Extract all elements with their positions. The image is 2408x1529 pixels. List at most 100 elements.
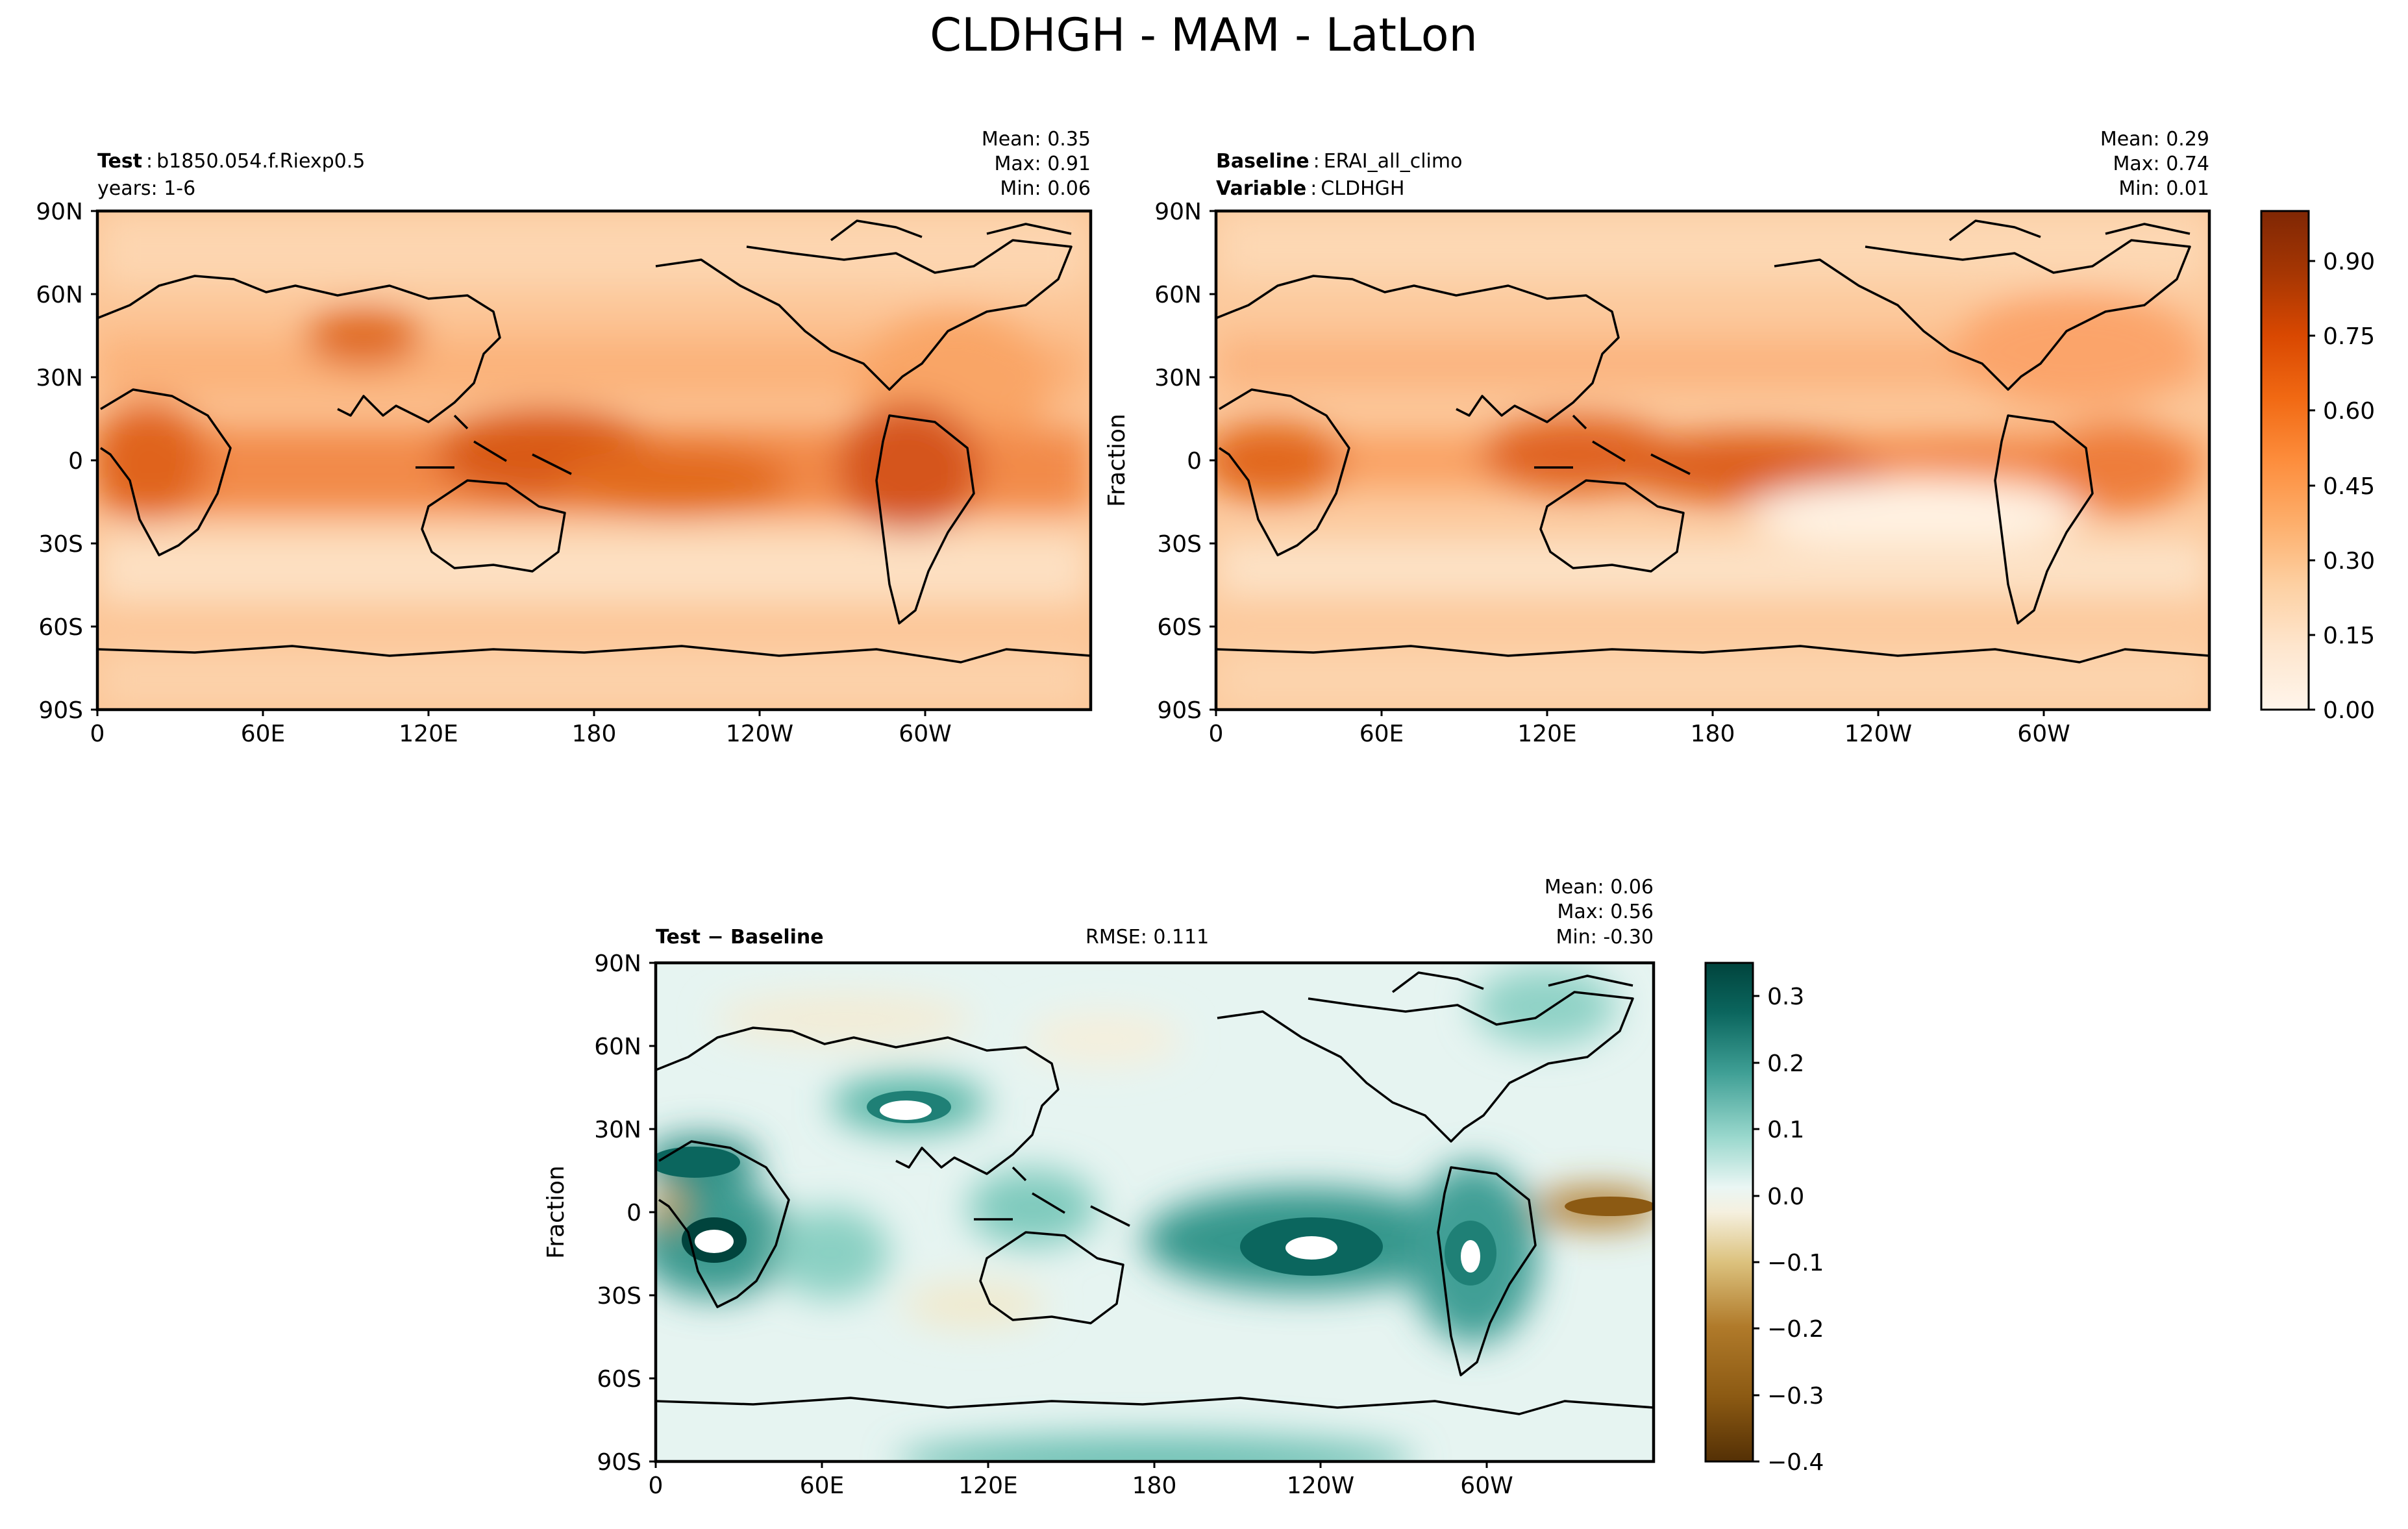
baseline-max: Max: 0.74 [2113,153,2209,175]
colorbar-div-tick: 0.1 [1767,1117,1804,1143]
test-mean: Mean: 0.35 [982,128,1091,151]
diff-ytick: 90N [594,951,641,977]
baseline-mean: Mean: 0.29 [2100,128,2209,151]
baseline-label-bold: Baseline [1216,150,1310,173]
test-x-ticks: 0 60E 120E 180 120W 60W [90,710,952,747]
baseline-label-value: ERAI_all_climo [1324,150,1463,173]
baseline-xtick: 60E [1359,721,1404,747]
diff-ytick: 90S [597,1449,641,1476]
test-ytick: 90N [36,199,83,225]
colorbar-seq-tick: 0.75 [2323,323,2375,350]
baseline-xtick: 60W [2017,721,2070,747]
colorbar-div-tick: 0.0 [1767,1184,1804,1210]
diff-ytick: 30S [597,1283,641,1310]
baseline-ytick: 30S [1157,531,1202,558]
colorbar-div-bar [1704,962,1754,1463]
diff-xtick: 60E [800,1473,845,1499]
test-xtick: 60W [899,721,951,747]
baseline-variable-bold: Variable [1216,177,1306,200]
colorbar-div-tick: −0.3 [1767,1383,1824,1410]
test-ytick: 90S [38,697,83,724]
baseline-ytick: 90S [1157,697,1202,724]
test-label: Test: b1850.054.f.Riexp0.5 [97,150,365,173]
test-label-bold: Test [97,150,142,173]
test-min: Min: 0.06 [1000,177,1091,200]
baseline-coastlines [1216,219,2209,664]
diff-xtick: 120W [1287,1473,1354,1499]
diff-ylabel: Fraction [543,1165,569,1259]
colorbar-div-tick: −0.4 [1767,1449,1824,1476]
test-ytick: 0 [68,448,83,475]
diff-ytick: 60N [594,1034,641,1060]
panel-test: Test: b1850.054.f.Riexp0.5 years: 1-6 Mea… [36,128,1093,747]
test-ytick: 30N [36,365,83,392]
colorbar-seq-tick: 0.45 [2323,473,2375,500]
colorbar-seq-tick: 0.30 [2323,548,2375,575]
test-xtick: 180 [572,721,617,747]
baseline-x-ticks: 0 60E 120E 180 120W 60W [1209,710,2070,747]
colorbar-sequential: 0.00 0.15 0.30 0.45 0.60 0.75 0.90 [2260,210,2375,724]
colorbar-seq-bar [2260,210,2310,711]
test-xtick: 0 [90,721,105,747]
colorbar-div-tick: 0.3 [1767,984,1804,1010]
baseline-variable: Variable: CLDHGH [1216,177,1405,200]
test-map [97,211,1091,710]
baseline-xtick: 120E [1517,721,1576,747]
colorbar-seq-tick: 0.90 [2323,249,2375,275]
test-ytick: 60N [36,282,83,308]
diff-y-ticks: 90N 60N 30N 0 30S 60S 90S [594,951,656,1476]
baseline-ylabel: Fraction [1104,414,1130,507]
diff-map [656,963,1654,1461]
baseline-ytick: 30N [1154,365,1202,392]
colorbar-div-tick: 0.2 [1767,1050,1804,1077]
test-max: Max: 0.91 [995,153,1091,175]
baseline-ytick: 60N [1154,282,1202,308]
baseline-xtick: 180 [1691,721,1735,747]
baseline-xtick: 120W [1844,721,1912,747]
diff-mean: Mean: 0.06 [1545,876,1654,899]
panel-baseline: Baseline: ERAI_all_climo Variable: CLDHGH … [1104,128,2211,747]
diff-xtick: 60W [1460,1473,1513,1499]
colorbar-seq-tick: 0.60 [2323,398,2375,425]
test-label-sep: : [146,150,153,173]
baseline-xtick: 0 [1209,721,1224,747]
test-xtick: 60E [241,721,286,747]
diff-ytick: 0 [627,1200,641,1226]
baseline-ytick: 60S [1157,614,1202,641]
diff-x-ticks: 0 60E 120E 180 120W 60W [649,1461,1513,1499]
baseline-variable-sep: : [1310,177,1317,200]
diff-ytick: 30N [594,1117,641,1143]
test-label-value: b1850.054.f.Riexp0.5 [156,150,365,173]
test-field [97,211,1091,710]
test-coastlines [97,219,1091,664]
diff-min: Min: -0.30 [1556,926,1654,949]
test-xtick: 120W [726,721,793,747]
baseline-label-sep: : [1313,150,1320,173]
diff-label: Test − Baseline [656,926,824,949]
diff-rmse: RMSE: 0.111 [1086,926,1209,949]
test-y-ticks: 90N 60N 30N 0 30S 60S 90S [36,199,97,724]
colorbar-diverging: 0.3 0.2 0.1 0.0 −0.1 −0.2 −0.3 −0.4 [1704,962,1824,1476]
diff-max: Max: 0.56 [1558,901,1654,923]
diff-xtick: 180 [1132,1473,1177,1499]
baseline-map [1216,211,2209,710]
test-ytick: 30S [38,531,83,558]
diff-ytick: 60S [597,1366,641,1393]
panel-diff: Test − Baseline RMSE: 0.111 Mean: 0.06 M… [543,876,1656,1499]
colorbar-seq-tick: 0.00 [2323,697,2375,724]
colorbar-seq-tick: 0.15 [2323,623,2375,649]
baseline-y-ticks: 90N 60N 30N 0 30S 60S 90S [1154,199,1216,724]
test-years: years: 1-6 [97,177,195,200]
baseline-field [1216,211,2209,710]
colorbar-div-tick: −0.2 [1767,1316,1824,1343]
figure-title: CLDHGH - MAM - LatLon [930,8,1478,62]
diff-xtick: 0 [649,1473,664,1499]
test-ytick: 60S [38,614,83,641]
baseline-label: Baseline: ERAI_all_climo [1216,150,1462,173]
colorbar-div-tick: −0.1 [1767,1250,1824,1276]
baseline-min: Min: 0.01 [2118,177,2209,200]
baseline-variable-value: CLDHGH [1321,177,1404,200]
diff-contours [656,1091,1654,1286]
baseline-ytick: 90N [1154,199,1202,225]
